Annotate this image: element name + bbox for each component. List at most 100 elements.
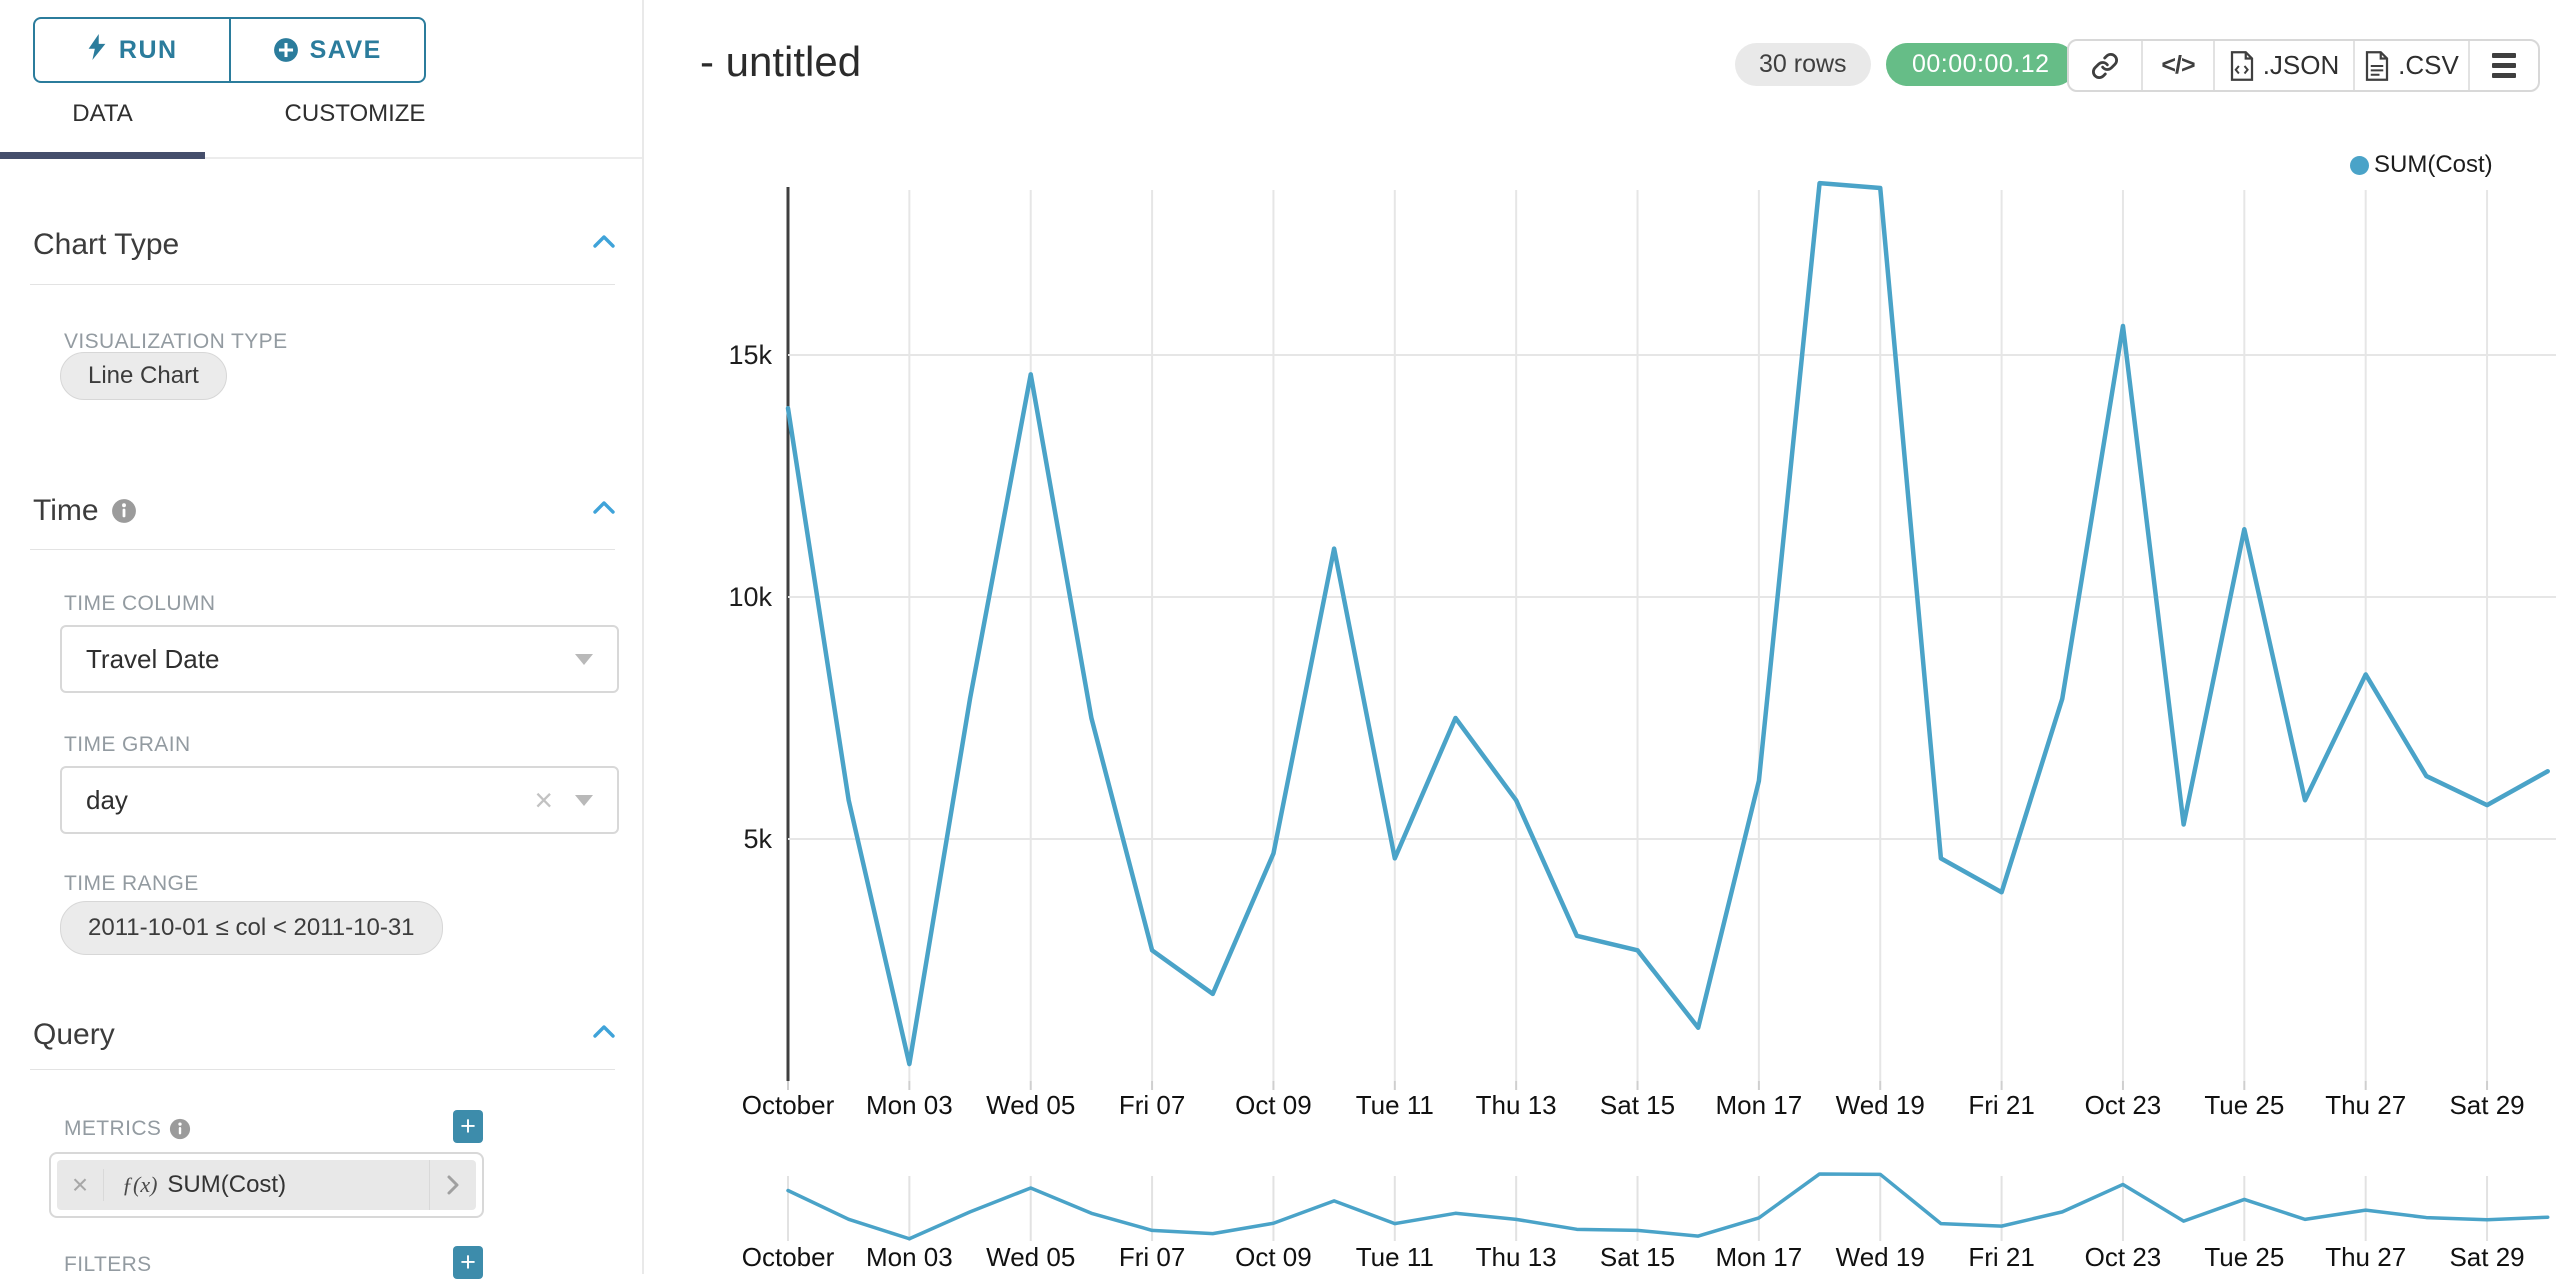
chart-title[interactable]: - untitled	[700, 38, 862, 85]
time-column-select[interactable]: Travel Date	[60, 625, 619, 693]
range-selector-tick-label: Sat 15	[1600, 1242, 1675, 1272]
range-selector-tick-label: Mon 17	[1716, 1242, 1803, 1272]
export-csv-label: .CSV	[2398, 50, 2459, 80]
x-axis-tick-label: Tue 11	[1356, 1090, 1434, 1120]
x-axis-tick-label: Oct 09	[1235, 1090, 1312, 1120]
info-icon[interactable]	[111, 498, 137, 524]
time-grain-value: day	[86, 784, 128, 815]
clear-icon[interactable]: ×	[534, 782, 553, 818]
range-selector-tick-label: Tue 25	[2204, 1242, 2284, 1272]
time-range-value: 2011-10-01 ≤ col < 2011-10-31	[88, 914, 415, 941]
query-section-header: Query	[33, 1018, 618, 1052]
menu-icon	[2492, 53, 2516, 78]
x-axis-tick-label: Fri 07	[1119, 1090, 1185, 1120]
export-json-label: .JSON	[2262, 50, 2340, 80]
run-button[interactable]: RUN	[35, 19, 229, 81]
time-column-label: TIME COLUMN	[64, 592, 216, 615]
chevron-down-icon	[575, 653, 593, 665]
tab-data-label: DATA	[72, 100, 133, 127]
save-button-label: SAVE	[309, 35, 382, 64]
range-selector-tick-label: October	[742, 1242, 835, 1272]
chevron-up-icon[interactable]	[590, 1018, 618, 1052]
y-axis-tick-label: 15k	[728, 340, 772, 370]
x-axis-tick-label: Tue 25	[2204, 1090, 2284, 1120]
x-axis-tick-label: Oct 23	[2085, 1090, 2162, 1120]
embed-code-button[interactable]: </>	[2143, 41, 2213, 90]
chevron-up-icon[interactable]	[590, 494, 618, 528]
x-axis-tick-label: Fri 21	[1968, 1090, 2034, 1120]
range-selector-tick-label: Thu 27	[2325, 1242, 2406, 1272]
filters-label: FILTERS	[64, 1253, 152, 1276]
x-axis-tick-label: Wed 19	[1836, 1090, 1925, 1120]
legend-dot	[2350, 155, 2369, 175]
tab-customize-label: CUSTOMIZE	[284, 100, 426, 127]
time-column-value: Travel Date	[86, 643, 220, 674]
active-tab-underline	[0, 152, 205, 159]
section-divider	[30, 549, 615, 550]
x-axis-tick-label: Thu 27	[2325, 1090, 2406, 1120]
visualization-type-pill[interactable]: Line Chart	[60, 352, 227, 400]
export-json-button[interactable]: .JSON	[2215, 41, 2353, 90]
range-selector-tick-label: Mon 03	[866, 1242, 953, 1272]
save-button[interactable]: SAVE	[231, 19, 425, 81]
json-file-icon	[2229, 50, 2255, 81]
lightning-icon	[86, 33, 108, 67]
x-axis-tick-label: Mon 17	[1716, 1090, 1803, 1120]
visualization-type-label: VISUALIZATION TYPE	[64, 330, 288, 353]
chart-type-section-title: Chart Type	[33, 228, 180, 261]
x-axis-tick-label: October	[742, 1090, 835, 1120]
visualization-type-value: Line Chart	[88, 362, 199, 389]
time-grain-select[interactable]: day ×	[60, 766, 619, 834]
export-toolbar: </> .JSON .CSV	[2067, 39, 2540, 92]
row-count-badge: 30 rows	[1735, 43, 1871, 86]
x-axis-tick-label: Mon 03	[866, 1090, 953, 1120]
csv-file-icon	[2364, 50, 2390, 81]
range-selector-tick-label: Oct 23	[2085, 1242, 2162, 1272]
section-divider	[30, 284, 615, 285]
share-link-button[interactable]	[2069, 41, 2141, 90]
range-selector-tick-label: Wed 19	[1836, 1242, 1925, 1272]
add-metric-button[interactable]: +	[453, 1110, 483, 1143]
range-selector-tick-label: Thu 13	[1476, 1242, 1557, 1272]
tab-customize[interactable]: CUSTOMIZE	[205, 100, 505, 128]
chart-type-section-header: Chart Type	[33, 228, 618, 262]
metric-pill: × ƒ(x) SUM(Cost)	[57, 1160, 476, 1210]
cost-line-series	[785, 180, 2550, 1067]
query-section-title: Query	[33, 1018, 115, 1051]
range-selector-tick-label: Oct 09	[1235, 1242, 1312, 1272]
button-group-divider	[228, 19, 231, 81]
export-csv-button[interactable]: .CSV	[2355, 41, 2468, 90]
legend-item[interactable]: SUM(Cost)	[2350, 151, 2493, 179]
legend-label: SUM(Cost)	[2374, 151, 2493, 178]
plus-circle-icon	[273, 37, 299, 63]
tabs-baseline	[0, 157, 642, 159]
section-divider	[30, 1069, 615, 1070]
time-section-header: Time	[33, 494, 618, 528]
tab-data[interactable]: DATA	[0, 100, 205, 128]
metric-name: SUM(Cost)	[167, 1171, 287, 1198]
query-timer-badge: 00:00:00.12	[1886, 43, 2076, 86]
chart-menu-button[interactable]	[2470, 41, 2538, 90]
time-grain-label: TIME GRAIN	[64, 733, 191, 756]
x-axis-tick-label: Thu 13	[1476, 1090, 1557, 1120]
range-selector-tick-label: Fri 07	[1119, 1242, 1185, 1272]
line-chart[interactable]: 5k 10k 15k October Mon 03 Wed 05 Fri 07 Oct 09 T…	[642, 0, 2576, 1274]
add-filter-button[interactable]: +	[453, 1246, 483, 1279]
info-icon[interactable]	[169, 1118, 191, 1140]
run-button-label: RUN	[118, 35, 178, 64]
range-selector-line[interactable]	[786, 1172, 2550, 1241]
x-axis-tick-label: Sat 29	[2449, 1090, 2524, 1120]
chevron-down-icon	[575, 794, 593, 806]
chevron-up-icon[interactable]	[590, 228, 618, 262]
chevron-right-icon[interactable]	[429, 1160, 476, 1210]
remove-metric-icon[interactable]: ×	[57, 1169, 104, 1201]
code-icon: </>	[2161, 51, 2195, 79]
metrics-label: METRICS	[64, 1117, 191, 1141]
time-section-title: Time	[33, 494, 99, 527]
x-axis-tick-label: Wed 05	[986, 1090, 1075, 1120]
range-selector-tick-label: Sat 29	[2449, 1242, 2524, 1272]
time-range-pill[interactable]: 2011-10-01 ≤ col < 2011-10-31	[60, 901, 443, 955]
metric-item[interactable]: × ƒ(x) SUM(Cost)	[49, 1152, 484, 1218]
y-axis-tick-label: 5k	[743, 824, 772, 854]
x-axis-tick-label: Sat 15	[1600, 1090, 1675, 1120]
